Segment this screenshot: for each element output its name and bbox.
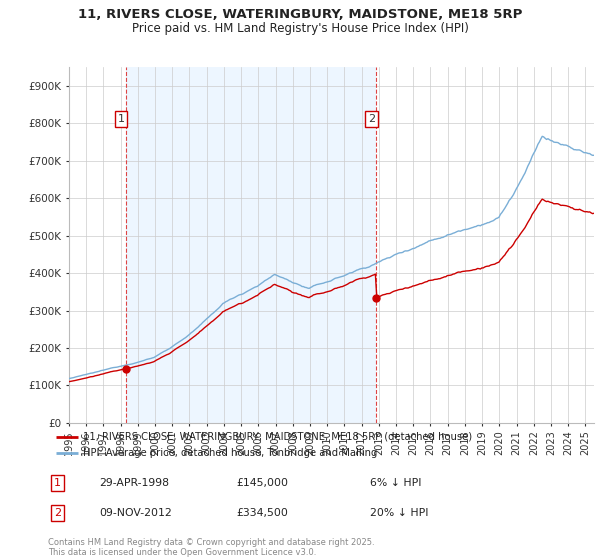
- Text: 6% ↓ HPI: 6% ↓ HPI: [370, 478, 422, 488]
- Text: £145,000: £145,000: [236, 478, 288, 488]
- Text: HPI: Average price, detached house, Tonbridge and Malling: HPI: Average price, detached house, Tonb…: [83, 447, 377, 458]
- Text: 1: 1: [118, 114, 125, 124]
- Text: Price paid vs. HM Land Registry's House Price Index (HPI): Price paid vs. HM Land Registry's House …: [131, 22, 469, 35]
- Text: Contains HM Land Registry data © Crown copyright and database right 2025.
This d: Contains HM Land Registry data © Crown c…: [48, 538, 374, 557]
- Text: 29-APR-1998: 29-APR-1998: [99, 478, 169, 488]
- Text: £334,500: £334,500: [236, 508, 288, 518]
- Text: 11, RIVERS CLOSE, WATERINGBURY, MAIDSTONE, ME18 5RP (detached house): 11, RIVERS CLOSE, WATERINGBURY, MAIDSTON…: [83, 432, 472, 442]
- Text: 11, RIVERS CLOSE, WATERINGBURY, MAIDSTONE, ME18 5RP: 11, RIVERS CLOSE, WATERINGBURY, MAIDSTON…: [78, 8, 522, 21]
- Text: 2: 2: [54, 508, 61, 518]
- Text: 09-NOV-2012: 09-NOV-2012: [99, 508, 172, 518]
- Text: 20% ↓ HPI: 20% ↓ HPI: [370, 508, 428, 518]
- Bar: [127, 67, 376, 423]
- Text: 2: 2: [368, 114, 375, 124]
- Text: 1: 1: [54, 478, 61, 488]
